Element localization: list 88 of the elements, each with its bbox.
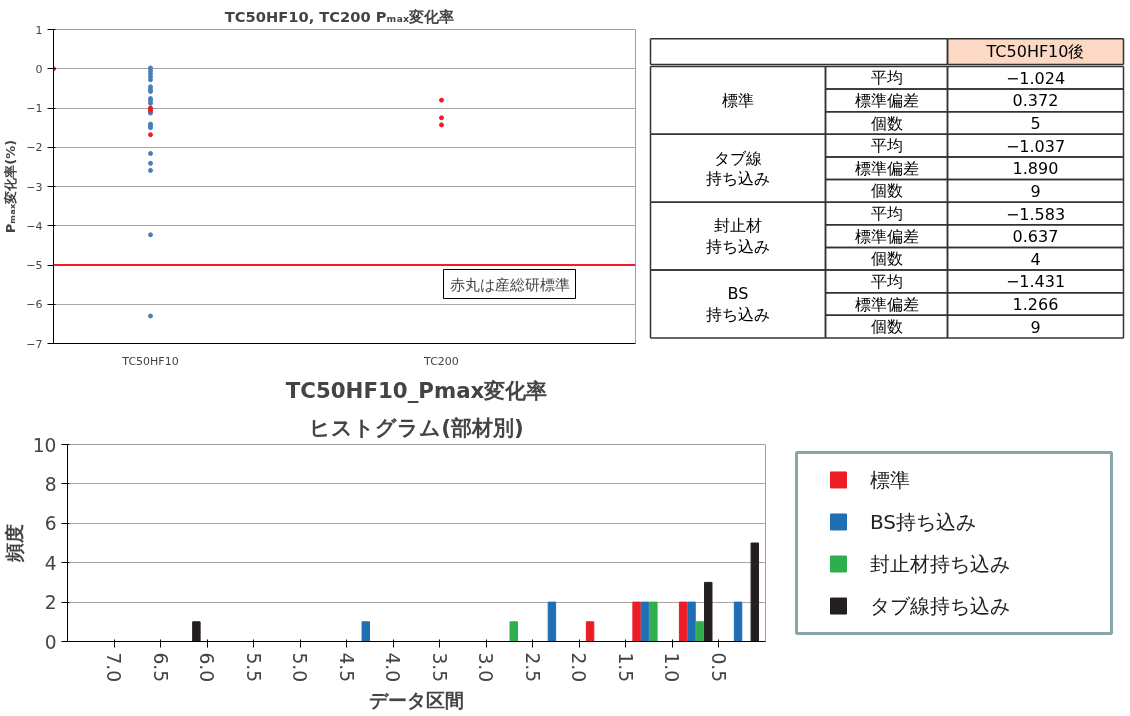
bar <box>585 621 595 642</box>
x-axis-title: データ区間 <box>369 690 464 712</box>
x-tick-label: TC200 <box>423 354 459 368</box>
text: 持ち込み <box>706 168 770 188</box>
bar <box>632 601 641 642</box>
text: 持ち込み <box>706 304 770 324</box>
x-tick-label: 2.0 <box>568 652 590 683</box>
bar <box>704 581 713 642</box>
text: TC50HF10後 <box>985 42 1085 62</box>
text: 0.637 <box>1012 227 1059 247</box>
chart-subtitle: ヒストグラム(部材別) <box>309 414 524 440</box>
chart-title: TC50HF10_Pmax変化率 <box>285 377 548 403</box>
text: 標準偏差 <box>854 294 919 314</box>
legend-label: タブ線持ち込み <box>870 594 1010 619</box>
bar <box>361 621 370 642</box>
text: 標準偏差 <box>854 226 919 246</box>
bar <box>649 601 658 642</box>
y-tick-label: −3 <box>26 180 43 194</box>
bar <box>640 601 650 642</box>
chart-title: TC50HF10, TC200 Pₘₐₓ変化率 <box>224 7 454 25</box>
y-tick-label: 4 <box>44 552 57 574</box>
x-tick-label: 2.5 <box>521 652 543 683</box>
text: 平均 <box>870 204 903 224</box>
legend-label: BS持ち込み <box>870 509 977 534</box>
annotation: 赤丸は産総研標準 <box>449 275 570 293</box>
y-tick-label: 10 <box>32 434 57 456</box>
y-tick-label: 8 <box>44 473 57 495</box>
legend-label: 標準 <box>870 467 910 492</box>
text: −1.037 <box>1005 136 1066 156</box>
bar <box>733 601 743 642</box>
y-axis-title: 頻度 <box>3 524 25 563</box>
bar <box>687 601 696 642</box>
text: 1.266 <box>1012 295 1059 315</box>
y-tick-label: −1 <box>26 102 43 115</box>
bar <box>695 621 705 642</box>
x-tick-label: 4.0 <box>382 652 404 683</box>
text: 9 <box>1030 317 1041 337</box>
text: −1.024 <box>1005 68 1066 88</box>
bar <box>678 601 688 642</box>
y-axis-title: Pₘₐₓ変化率(%) <box>3 139 19 234</box>
text: 持ち込み <box>706 236 770 256</box>
text: 0.372 <box>1012 91 1059 111</box>
y-tick-label: 6 <box>44 513 57 535</box>
text: 個数 <box>870 317 903 337</box>
x-tick-label: 4.5 <box>335 652 357 683</box>
x-tick-label: 1.0 <box>661 652 683 683</box>
x-tick-label: 7.0 <box>103 652 125 683</box>
bar <box>547 601 557 642</box>
y-tick-label: −4 <box>26 219 43 233</box>
y-tick-label: 2 <box>44 592 57 614</box>
text: 標準 <box>722 90 754 110</box>
y-tick-label: 0 <box>44 631 57 653</box>
text: 平均 <box>870 68 903 88</box>
text: 個数 <box>870 181 903 201</box>
x-tick-label: 3.0 <box>475 652 497 683</box>
bar <box>509 621 518 642</box>
y-tick-label: −5 <box>26 259 43 272</box>
x-tick-label: TC50HF10 <box>121 354 179 368</box>
y-tick-label: −7 <box>26 337 43 351</box>
text: 5 <box>1030 114 1041 134</box>
x-tick-label: 5.0 <box>289 652 311 683</box>
x-tick-label: 1.5 <box>614 652 636 683</box>
x-tick-label: 3.5 <box>428 652 450 683</box>
x-tick-label: 5.5 <box>242 652 264 683</box>
text: 標準偏差 <box>854 90 919 110</box>
text: タブ線 <box>714 148 762 168</box>
text: 標準偏差 <box>854 158 919 178</box>
text: 封止材 <box>714 216 762 236</box>
text: 平均 <box>870 136 903 156</box>
bar <box>750 542 760 642</box>
x-tick-label: 0.5 <box>707 652 729 683</box>
text: −1.431 <box>1005 272 1066 292</box>
text: −1.583 <box>1005 204 1066 224</box>
text: 平均 <box>870 271 903 291</box>
bar <box>192 621 201 642</box>
text: 個数 <box>870 113 903 133</box>
x-tick-label: 6.5 <box>149 652 171 683</box>
x-tick-label: 6.0 <box>196 652 218 683</box>
text: BS <box>727 284 749 304</box>
text: 1.890 <box>1012 159 1059 179</box>
y-tick-label: 0 <box>35 62 43 76</box>
text: 個数 <box>870 249 903 269</box>
legend-label: 封止材持ち込み <box>870 552 1010 577</box>
y-tick-label: −6 <box>26 298 43 312</box>
text: 4 <box>1030 249 1041 269</box>
text: 9 <box>1030 181 1041 201</box>
y-tick-label: 1 <box>35 23 43 37</box>
y-tick-label: −2 <box>26 141 43 155</box>
